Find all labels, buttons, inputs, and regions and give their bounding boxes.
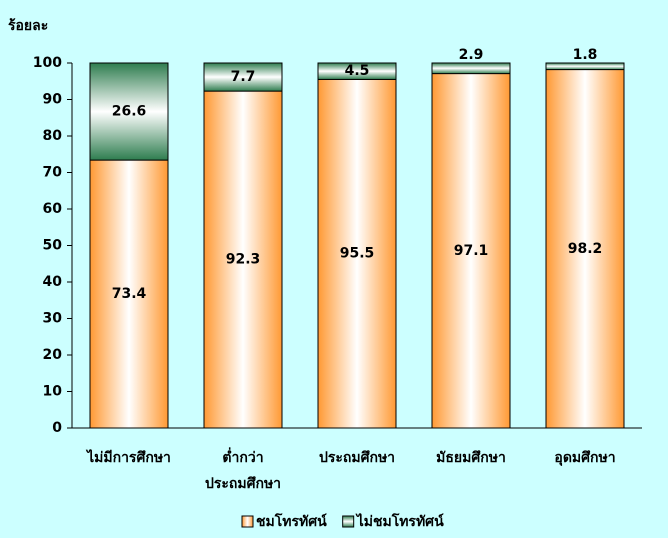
- value-label: 1.8: [573, 47, 598, 63]
- bar-segment: [431, 73, 511, 429]
- value-label: 92.3: [226, 252, 261, 268]
- y-tick-label: 20: [43, 347, 63, 363]
- legend-label: ชมโทรทัศน์: [256, 512, 327, 530]
- bar-segment: [545, 69, 625, 429]
- value-label: 2.9: [459, 47, 484, 63]
- x-tick-label: ประถมศึกษา: [205, 475, 281, 492]
- bar-segment: [431, 62, 511, 75]
- y-tick-label: 0: [52, 420, 62, 436]
- y-tick-label: 80: [43, 128, 63, 144]
- value-label: 7.7: [231, 69, 256, 85]
- y-tick-label: 10: [43, 384, 63, 400]
- value-label: 98.2: [568, 241, 603, 257]
- bar-segment: [203, 62, 283, 92]
- value-label: 26.6: [112, 104, 147, 120]
- y-tick-label: 40: [43, 274, 63, 290]
- y-tick-label: 60: [43, 201, 63, 217]
- y-tick-label: 90: [43, 92, 63, 108]
- legend-swatch: [342, 515, 355, 528]
- y-axis-label: ร้อยละ: [8, 18, 48, 34]
- y-tick-label: 100: [33, 55, 62, 71]
- value-label: 73.4: [112, 286, 147, 302]
- bar-segment: [317, 78, 397, 429]
- bar-segment: [89, 159, 169, 429]
- value-label: 95.5: [340, 246, 375, 262]
- x-tick-label: อุดมศึกษา: [554, 449, 615, 466]
- bar-segment: [89, 62, 169, 161]
- legend-label: ไม่ชมโทรทัศน์: [355, 512, 444, 530]
- y-tick-label: 30: [43, 311, 63, 327]
- x-tick-label: ต่ำกว่า: [222, 447, 263, 466]
- value-label: 97.1: [454, 243, 489, 259]
- bar-segment: [317, 62, 397, 80]
- x-tick-label: ไม่มีการศึกษา: [85, 448, 171, 466]
- y-tick-label: 70: [43, 165, 63, 181]
- y-tick-label: 50: [43, 238, 63, 254]
- bar-segment: [203, 90, 283, 429]
- bar-segment: [545, 62, 625, 71]
- value-label: 4.5: [345, 63, 370, 79]
- legend-swatch: [241, 515, 254, 528]
- x-tick-label: มัธยมศึกษา: [436, 449, 506, 466]
- x-tick-label: ประถมศึกษา: [319, 449, 395, 466]
